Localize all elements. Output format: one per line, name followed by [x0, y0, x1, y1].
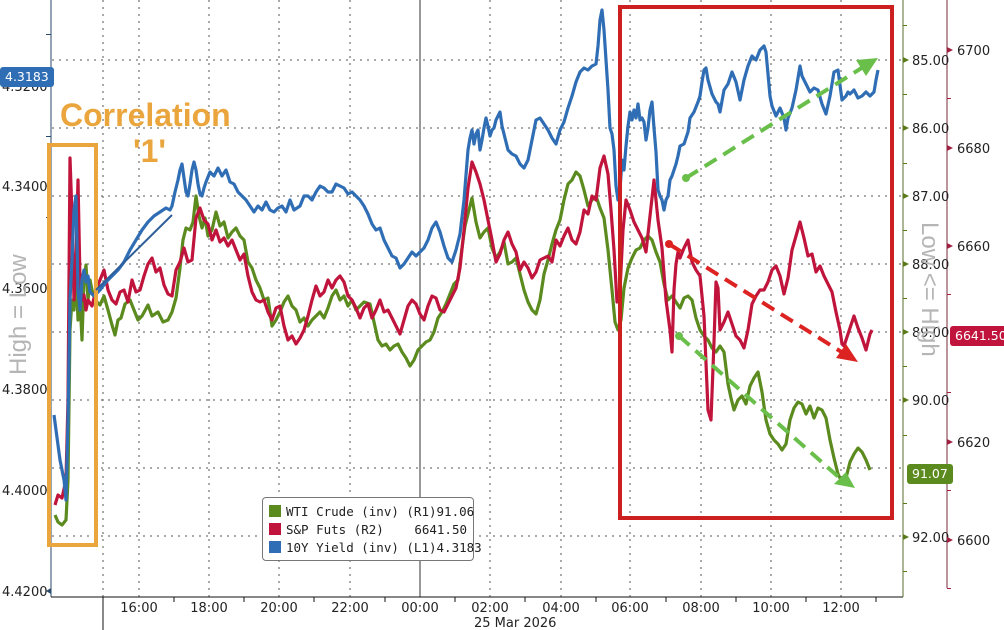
yield-last-badge: 4.3183 — [0, 67, 54, 87]
tick-92: 92.00 — [912, 531, 949, 546]
legend-swatch-spx — [269, 523, 281, 535]
xtick-1600: 16:00 — [120, 601, 157, 616]
tick-4-4000: 4.4000 — [2, 484, 48, 499]
x-axis-labels: 16:00 18:00 20:00 22:00 00:00 02:00 04:0… — [120, 601, 859, 630]
legend-value: 91.06 — [436, 503, 475, 519]
divergence-highlight-box — [618, 5, 894, 520]
spx-trend-arrow — [665, 240, 858, 362]
legend-label: 10Y Yield (inv) (L1) — [286, 539, 437, 555]
tick-6600: 6600 — [957, 534, 990, 549]
xtick-0400: 04:00 — [542, 601, 579, 616]
xtick-2000: 20:00 — [260, 601, 297, 616]
wti-last-badge: 91.07 — [907, 464, 953, 484]
series-wti-crude — [53, 170, 872, 527]
xtick-0800: 08:00 — [682, 601, 719, 616]
tick-87: 87.00 — [912, 190, 949, 205]
xtick-1200: 12:00 — [822, 601, 859, 616]
legend-item-yield: 10Y Yield (inv) (L1) 4.3183 — [269, 538, 482, 556]
wti-trend-arrow — [675, 332, 855, 488]
legend-value: 4.3183 — [436, 539, 482, 555]
correlation-label: Correlation — [60, 97, 231, 133]
tick-6680: 6680 — [957, 142, 990, 157]
legend-item-spx: S&P Futs (R2) 6641.50 — [269, 520, 467, 538]
left-side-label: High = Low — [5, 254, 32, 375]
tick-4-3400: 4.3400 — [2, 180, 48, 195]
tick-6700: 6700 — [957, 44, 990, 59]
date-label: 25 Mar 2026 — [474, 616, 556, 630]
horizontal-gridlines — [52, 59, 903, 537]
correlation-value-label: '1' — [133, 133, 166, 169]
chart-legend: WTI Crude (inv) (R1) 91.06 S&P Futs (R2)… — [262, 497, 482, 561]
xtick-1800: 18:00 — [190, 601, 227, 616]
tick-88: 88.00 — [912, 258, 949, 273]
tick-85: 85.00 — [912, 54, 949, 69]
tick-90: 90.00 — [912, 394, 949, 409]
tick-4-3600: 4.3600 — [2, 282, 48, 297]
xtick-2200: 22:00 — [331, 601, 368, 616]
x-axis-ticks — [173, 597, 877, 602]
r1-axis-ticks — [903, 25, 909, 572]
tick-89: 89.00 — [912, 326, 949, 341]
xtick-0000: 00:00 — [401, 601, 438, 616]
correlation-connector — [95, 214, 173, 291]
tick-4-4200: 4.4200 — [2, 585, 48, 600]
xtick-0600: 06:00 — [611, 601, 648, 616]
r1-axis-labels: 85.00 86.00 87.00 88.00 89.00 90.00 92.0… — [912, 54, 949, 546]
tick-4-3800: 4.3800 — [2, 383, 48, 398]
legend-item-wti: WTI Crude (inv) (R1) 91.06 — [269, 502, 474, 520]
tick-86: 86.00 — [912, 122, 949, 137]
legend-swatch-wti — [269, 505, 281, 517]
series-sp-futs — [53, 154, 874, 506]
xtick-0200: 02:00 — [471, 601, 508, 616]
spx-last-badge: 6641.50 — [950, 326, 1004, 346]
correlation-highlight-box — [47, 143, 98, 547]
r2-axis-labels: 6700 6680 6660 6620 6600 — [957, 44, 990, 549]
xtick-1000: 10:00 — [752, 601, 789, 616]
series-10y-yield — [52, 8, 880, 502]
legend-label: S&P Futs (R2) — [286, 521, 384, 537]
right-side-label: Low <= High — [916, 222, 943, 357]
legend-value: 6641.50 — [414, 521, 467, 537]
yield-trend-arrow — [682, 58, 878, 182]
tick-6620: 6620 — [957, 436, 990, 451]
legend-label: WTI Crude (inv) (R1) — [286, 503, 437, 519]
legend-swatch-yield — [269, 541, 281, 553]
tick-6660: 6660 — [957, 240, 990, 255]
r2-axis-ticks — [947, 47, 953, 589]
